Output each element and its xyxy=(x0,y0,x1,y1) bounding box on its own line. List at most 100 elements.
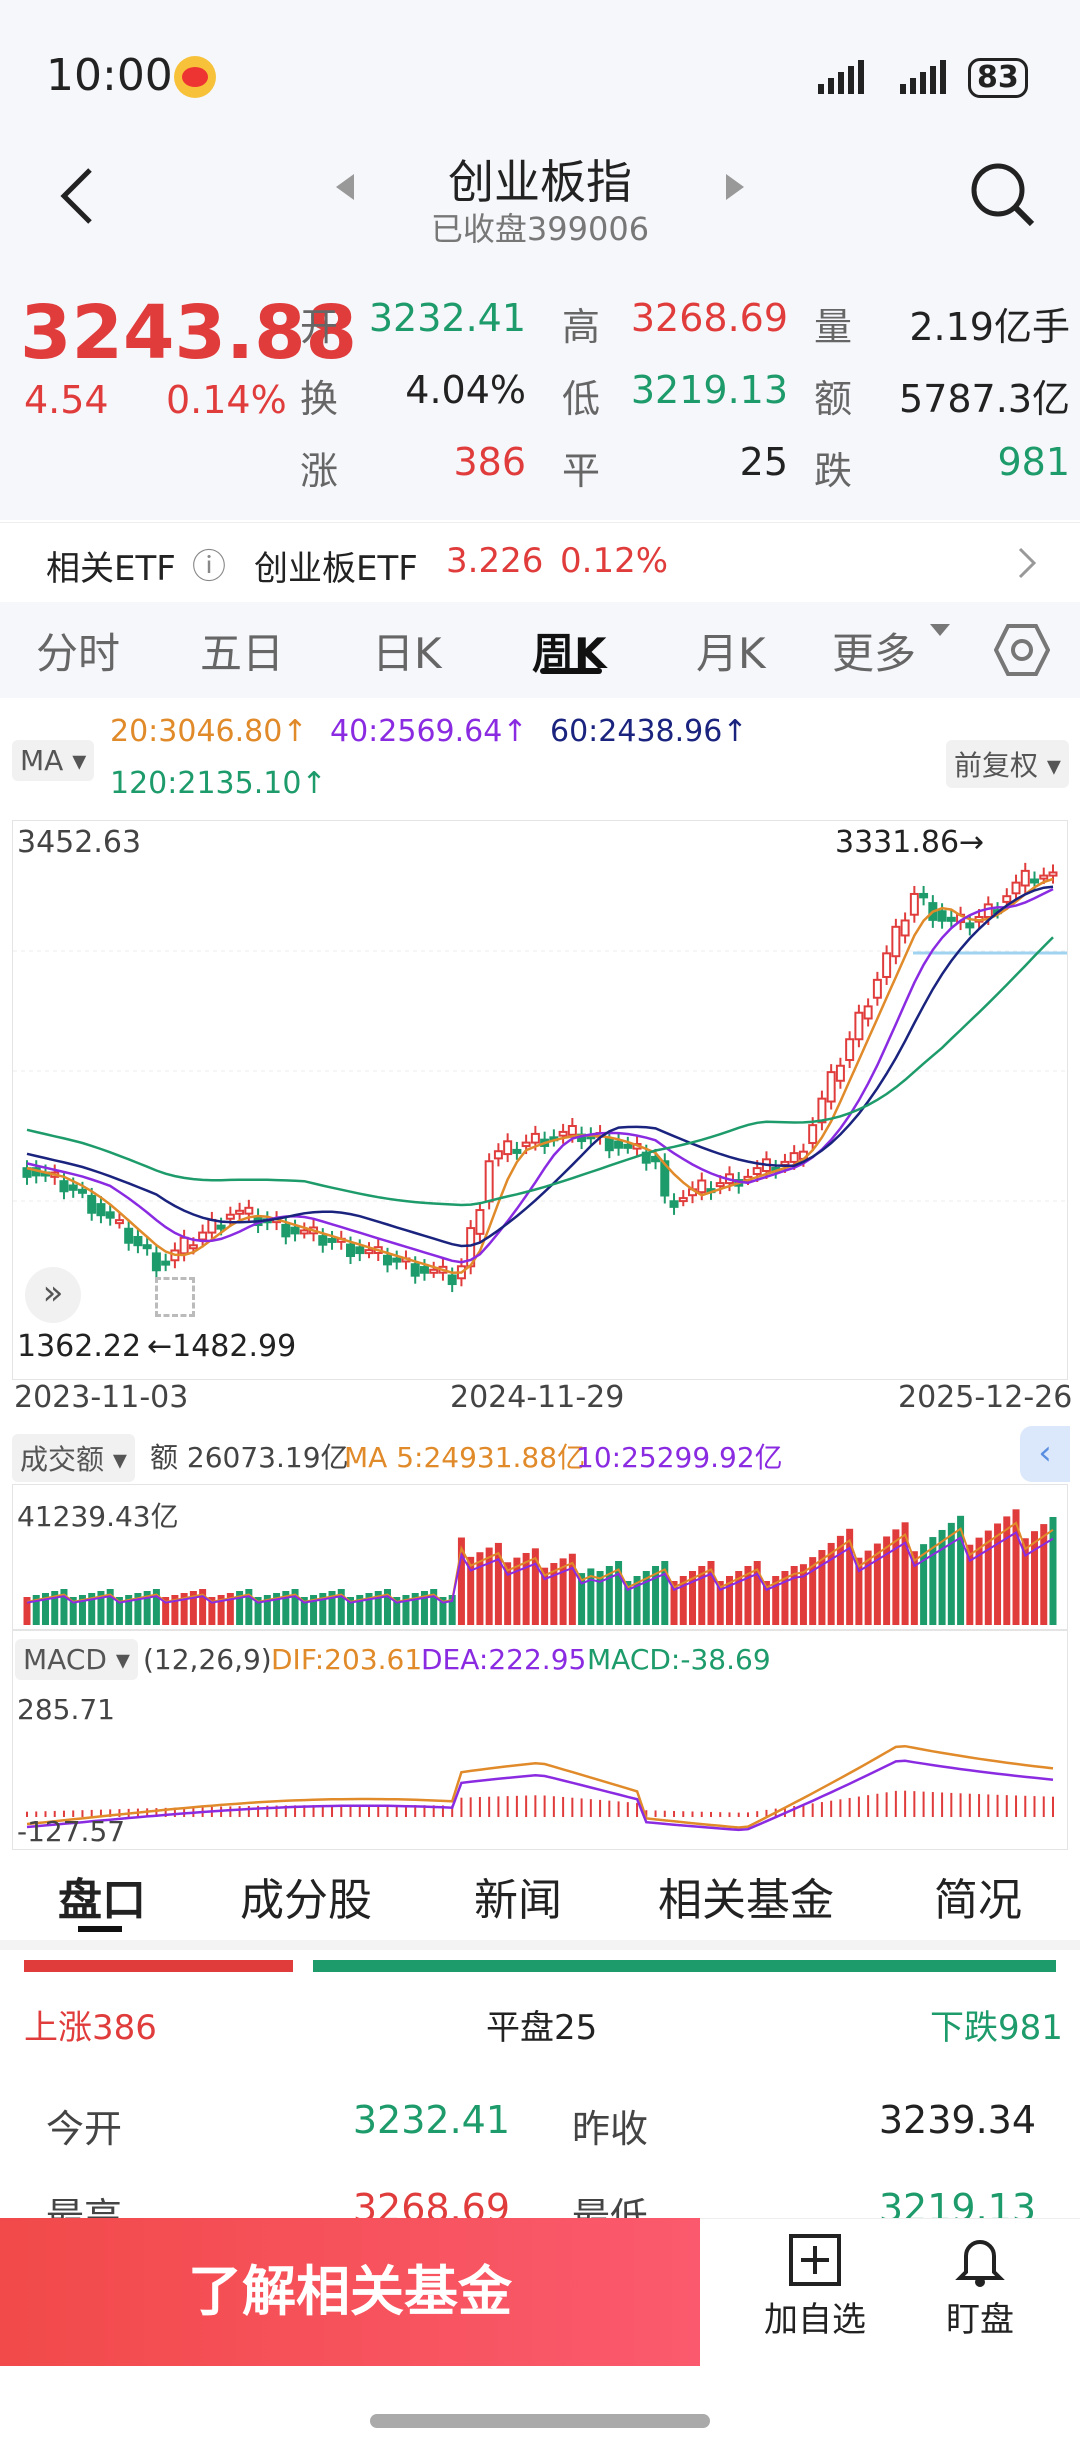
volume-bar xyxy=(411,1593,419,1625)
candle-body xyxy=(96,1203,106,1217)
candle-body xyxy=(198,1231,208,1241)
info-icon[interactable]: ⓘ xyxy=(192,547,226,587)
macd-max-label: 285.71 xyxy=(17,1693,115,1726)
volume-bar xyxy=(615,1561,623,1625)
candle-body xyxy=(151,1252,161,1272)
bottom-tab[interactable]: 盘口 xyxy=(58,1875,146,1926)
plus-box-icon xyxy=(789,2234,841,2286)
bottom-tab[interactable]: 成分股 xyxy=(240,1875,372,1926)
adjust-selector[interactable]: 前复权 ▾ xyxy=(946,740,1069,788)
settings-button[interactable] xyxy=(993,622,1051,678)
candle-body xyxy=(124,1227,134,1244)
candle-body xyxy=(346,1243,356,1258)
volume-bar xyxy=(753,1561,761,1625)
macd-dif: DIF:203.61 xyxy=(271,1643,423,1676)
prev-index-button[interactable] xyxy=(330,172,360,202)
volume-bar xyxy=(836,1535,844,1625)
volume-selector[interactable]: 成交额 ▾ xyxy=(12,1434,135,1482)
quote-label: 量 xyxy=(814,305,853,349)
watch-button[interactable]: 盯盘 xyxy=(910,2232,1050,2352)
chevron-left-icon xyxy=(60,168,92,224)
back-button[interactable] xyxy=(52,160,102,230)
candle-body xyxy=(614,1140,624,1149)
next-index-button[interactable] xyxy=(720,172,750,202)
volume-bar xyxy=(467,1556,475,1625)
quote-label: 高 xyxy=(562,305,601,349)
period-tab[interactable]: 日K xyxy=(372,629,442,678)
volume-bar xyxy=(605,1566,613,1625)
tab-active-indicator xyxy=(540,668,602,674)
price-change-pct: 0.14% xyxy=(166,378,287,422)
volume-bar xyxy=(901,1522,909,1625)
macd-dea: DEA:222.95 xyxy=(421,1643,587,1676)
candle-body xyxy=(845,1038,855,1062)
etf-pct: 0.12% xyxy=(560,541,669,581)
volume-bar xyxy=(892,1529,900,1625)
ma-selector[interactable]: MA ▾ xyxy=(12,740,95,781)
period-tab[interactable]: 月K xyxy=(696,629,766,678)
signal-2-icon xyxy=(900,60,946,94)
period-tab[interactable]: 五日 xyxy=(200,629,285,678)
candle-body xyxy=(77,1188,87,1194)
kline-min-label: 1362.22 xyxy=(17,1329,142,1364)
candle-body xyxy=(835,1064,845,1082)
volume-bar xyxy=(180,1593,188,1625)
bottom-tab[interactable]: 新闻 xyxy=(474,1875,562,1926)
kline-chart[interactable]: 3452.63 3331.86→ 1362.22 ←1482.99 » xyxy=(12,820,1068,1380)
volume-bar xyxy=(504,1562,512,1625)
volume-bar xyxy=(975,1537,983,1625)
candle-body xyxy=(1048,871,1058,877)
candle-body xyxy=(207,1218,217,1234)
period-tab[interactable]: 更多 xyxy=(832,629,917,678)
volume-ma5-line xyxy=(26,1521,1054,1603)
watch-label: 盯盘 xyxy=(946,2300,1014,2340)
add-watch-button[interactable]: 加自选 xyxy=(740,2232,890,2352)
bell-icon xyxy=(955,2240,1005,2287)
expand-history-button[interactable]: » xyxy=(25,1267,81,1323)
candle-body xyxy=(114,1219,124,1225)
kline-max-label: 3452.63 xyxy=(17,825,142,860)
period-tab[interactable]: 分时 xyxy=(36,629,121,678)
candle-body xyxy=(530,1132,540,1144)
etf-row[interactable]: 相关ETF ⓘ 创业板ETF 3.226 0.12% xyxy=(0,522,1080,600)
volume-bar xyxy=(97,1591,105,1625)
volume-bar xyxy=(300,1597,308,1625)
macd-min-label: -127.57 xyxy=(17,1815,126,1848)
candle-body xyxy=(1020,869,1030,887)
volume-bar xyxy=(846,1528,854,1625)
candle-body xyxy=(697,1179,707,1194)
bottom-tab[interactable]: 相关基金 xyxy=(658,1875,834,1926)
macd-chart[interactable]: MACD ▾ (12,26,9) DIF:203.61 DEA:222.95 M… xyxy=(12,1630,1068,1850)
candle-body xyxy=(854,1011,864,1041)
fullscreen-icon[interactable] xyxy=(155,1277,195,1317)
macd-selector[interactable]: MACD ▾ xyxy=(15,1639,138,1680)
breadth-up: 上涨386 xyxy=(24,2008,157,2048)
volume-bar xyxy=(152,1589,160,1625)
volume-bar xyxy=(143,1591,151,1625)
volume-bar xyxy=(1003,1516,1011,1625)
volume-bar xyxy=(457,1537,465,1625)
quote-label: 低 xyxy=(562,377,601,421)
candle-body xyxy=(919,892,929,899)
candle-body xyxy=(965,922,975,929)
fund-button[interactable]: 了解相关基金 xyxy=(0,2218,700,2366)
add-watch-label: 加自选 xyxy=(764,2300,866,2340)
volume-bar xyxy=(356,1595,364,1625)
volume-chart[interactable]: 41239.43亿 xyxy=(12,1484,1068,1630)
price-change: 4.54 xyxy=(24,378,109,422)
volume-bar xyxy=(689,1571,697,1625)
quote-label: 开 xyxy=(300,305,339,349)
home-indicator xyxy=(370,2414,710,2428)
search-button[interactable] xyxy=(968,160,1038,230)
collapse-panel-button[interactable]: ‹ xyxy=(1020,1426,1070,1482)
volume-bar xyxy=(966,1544,974,1625)
quote-label: 额 xyxy=(814,377,853,421)
volume-bar xyxy=(494,1542,502,1625)
bottom-tab[interactable]: 简况 xyxy=(934,1875,1022,1926)
ma120-line xyxy=(26,936,1054,1207)
volume-svg xyxy=(23,1509,1057,1625)
candle-body xyxy=(281,1223,291,1238)
volume-bar xyxy=(984,1530,992,1625)
candle-body xyxy=(909,892,919,916)
volume-bar xyxy=(522,1552,530,1625)
